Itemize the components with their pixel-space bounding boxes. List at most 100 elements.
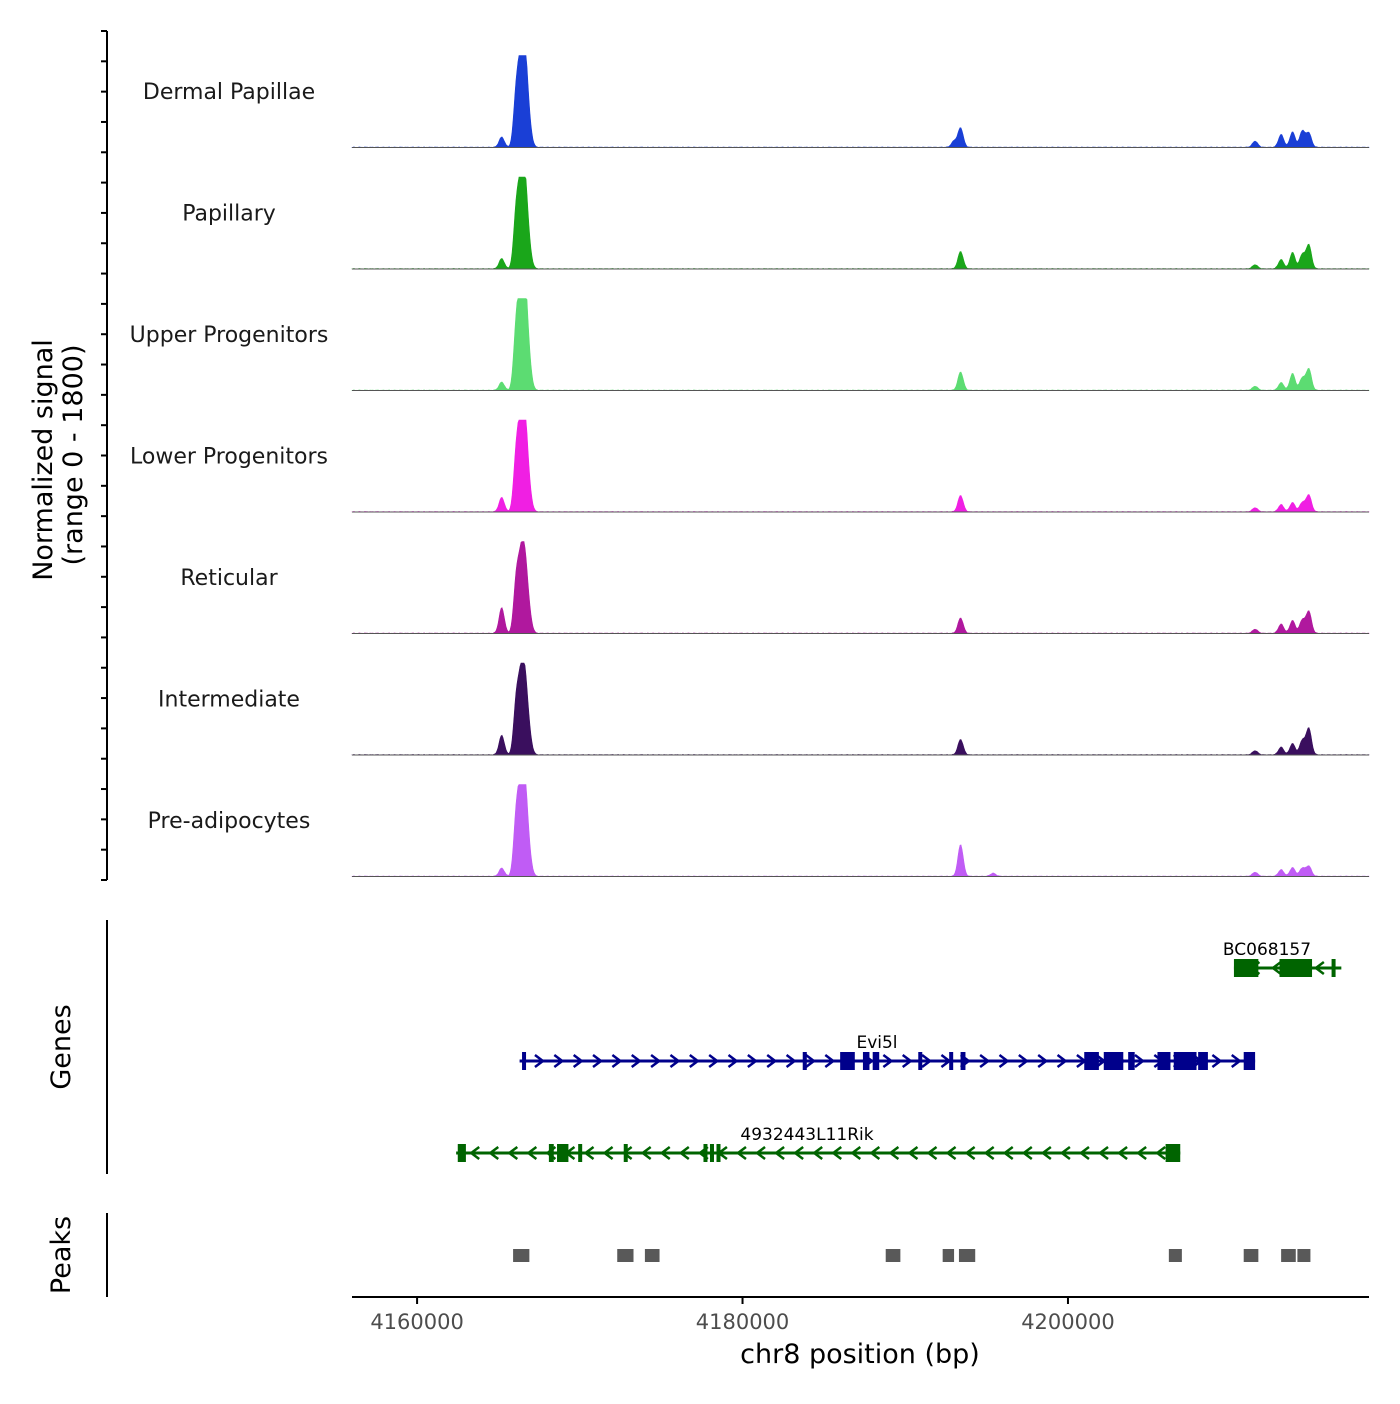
exon bbox=[1084, 1052, 1099, 1070]
strand-arrow bbox=[793, 1146, 804, 1160]
strand-arrow bbox=[735, 1146, 747, 1160]
peak-region bbox=[617, 1249, 634, 1262]
track-signal-area bbox=[351, 176, 1370, 270]
strand-arrow bbox=[907, 1146, 919, 1160]
strand-arrow bbox=[469, 1146, 480, 1160]
exon bbox=[949, 1052, 954, 1070]
exon bbox=[703, 1144, 708, 1162]
peak-region bbox=[644, 1249, 660, 1262]
strand-arrow bbox=[945, 1146, 957, 1160]
strand-arrow bbox=[1056, 1054, 1068, 1068]
peak-region bbox=[1243, 1249, 1259, 1262]
exon bbox=[1243, 1052, 1256, 1070]
exon bbox=[918, 1052, 923, 1070]
strand-arrow bbox=[1116, 1146, 1128, 1160]
exon bbox=[578, 1144, 583, 1162]
strand-arrow bbox=[650, 1054, 662, 1068]
exon bbox=[522, 1052, 527, 1070]
strand-arrow bbox=[689, 1054, 700, 1068]
strand-arrow bbox=[998, 1054, 1010, 1068]
exon bbox=[1233, 959, 1259, 977]
strand-arrow bbox=[766, 1054, 778, 1068]
exon bbox=[457, 1144, 466, 1162]
track-upper-progenitors: Upper Progenitors bbox=[130, 298, 1370, 391]
strand-arrow bbox=[921, 1054, 933, 1068]
exon bbox=[1157, 1052, 1171, 1070]
strand-arrow bbox=[882, 1054, 894, 1068]
track-label: Pre-adipocytes bbox=[148, 809, 311, 834]
peak-region bbox=[1168, 1249, 1182, 1262]
exon bbox=[557, 1144, 569, 1162]
track-signal-area bbox=[351, 784, 1370, 877]
track-label: Papillary bbox=[182, 202, 276, 227]
strand-arrow bbox=[901, 1054, 913, 1068]
exon bbox=[872, 1052, 880, 1070]
strand-arrow bbox=[747, 1054, 758, 1068]
gene-annotations: BC068157 Evi5l 4932443L11Rik bbox=[456, 940, 1342, 1162]
signal-axis-title: Normalized signal bbox=[28, 339, 59, 581]
strand-arrow bbox=[611, 1054, 623, 1068]
strand-arrow bbox=[1097, 1146, 1109, 1160]
strand-arrow bbox=[1136, 1146, 1147, 1160]
strand-arrow bbox=[1021, 1146, 1033, 1160]
x-tick-label: 4160000 bbox=[370, 1310, 464, 1334]
gene-4932443l11rik: 4932443L11Rik bbox=[456, 1125, 1181, 1162]
track-label: Reticular bbox=[180, 566, 278, 591]
strand-arrow bbox=[805, 1054, 817, 1068]
peak-region bbox=[1297, 1249, 1311, 1262]
gene-label: BC068157 bbox=[1223, 940, 1311, 960]
exon bbox=[1279, 959, 1313, 977]
x-axis-ticks: 4160000 4180000 4200000 bbox=[370, 1297, 1115, 1334]
peak-region bbox=[942, 1249, 955, 1262]
strand-arrow bbox=[592, 1054, 604, 1068]
strand-arrow bbox=[1037, 1054, 1049, 1068]
x-tick-label: 4180000 bbox=[696, 1310, 790, 1334]
peak-regions bbox=[513, 1249, 1311, 1262]
strand-arrow bbox=[659, 1146, 671, 1160]
strand-arrow bbox=[983, 1146, 995, 1160]
signal-tracks: Dermal Papillae Papillary Upper Progenitor… bbox=[130, 55, 1370, 877]
strand-arrow bbox=[1059, 1146, 1071, 1160]
peaks-axis-title: Peaks bbox=[46, 1216, 77, 1294]
strand-arrow bbox=[1018, 1054, 1029, 1068]
exon bbox=[1331, 959, 1336, 977]
track-signal-area bbox=[351, 662, 1370, 756]
track-pre-adipocytes: Pre-adipocytes bbox=[148, 784, 1370, 877]
track-label: Lower Progenitors bbox=[130, 445, 328, 470]
strand-arrow bbox=[812, 1146, 823, 1160]
track-signal-area bbox=[351, 55, 1370, 148]
strand-arrow bbox=[678, 1146, 690, 1160]
peak-region bbox=[513, 1249, 530, 1262]
strand-arrow bbox=[534, 1054, 546, 1068]
strand-arrow bbox=[640, 1146, 652, 1160]
strand-arrow bbox=[630, 1054, 642, 1068]
strand-arrow bbox=[979, 1054, 991, 1068]
strand-arrow bbox=[869, 1146, 881, 1160]
strand-arrow bbox=[727, 1054, 739, 1068]
signal-axis-range: (range 0 - 1800) bbox=[58, 345, 89, 566]
strand-arrow bbox=[602, 1146, 614, 1160]
strand-arrow bbox=[526, 1146, 538, 1160]
strand-arrow bbox=[964, 1146, 976, 1160]
strand-arrow bbox=[583, 1146, 595, 1160]
track-papillary: Papillary bbox=[182, 176, 1370, 270]
genes-axis-title: Genes bbox=[46, 1004, 77, 1089]
exon bbox=[862, 1052, 870, 1070]
strand-arrow bbox=[1313, 961, 1325, 975]
x-axis-title: chr8 position (bp) bbox=[740, 1339, 980, 1370]
exon bbox=[1165, 1144, 1181, 1162]
strand-arrow bbox=[850, 1146, 862, 1160]
strand-arrow bbox=[1211, 1054, 1223, 1068]
strand-arrow bbox=[1155, 1146, 1166, 1160]
track-label: Intermediate bbox=[158, 688, 300, 713]
exon bbox=[623, 1144, 628, 1162]
exon bbox=[1128, 1052, 1135, 1070]
strand-arrow bbox=[507, 1146, 519, 1160]
exon bbox=[1173, 1052, 1197, 1070]
strand-arrow bbox=[754, 1146, 766, 1160]
peak-region bbox=[958, 1249, 976, 1262]
track-signal-area bbox=[351, 419, 1370, 513]
strand-arrow bbox=[488, 1146, 500, 1160]
exon bbox=[1103, 1052, 1124, 1070]
exon bbox=[1198, 1052, 1208, 1070]
